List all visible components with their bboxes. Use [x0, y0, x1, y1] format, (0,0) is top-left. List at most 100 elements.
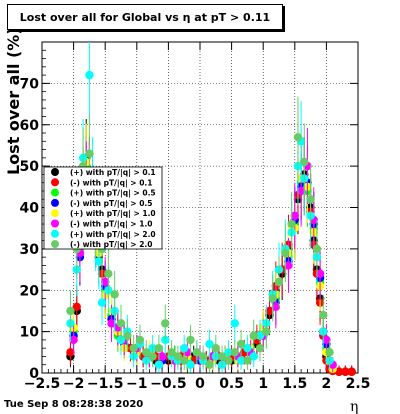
- y-tick-label: 0: [29, 366, 39, 382]
- data-point: [296, 186, 306, 196]
- data-point: [347, 367, 356, 376]
- legend-label: (+) with pT/|q| > 1.0: [70, 209, 156, 219]
- y-tick-labels: 0 10 20 30 40 50 60 70: [20, 76, 40, 382]
- data-point: [104, 269, 113, 278]
- data-point: [66, 306, 75, 316]
- data-point: [290, 211, 299, 220]
- data-point: [116, 319, 126, 328]
- data-point: [230, 319, 239, 328]
- x-tick-label: 1.5: [282, 376, 307, 392]
- data-point: [230, 348, 239, 357]
- data-point: [180, 356, 189, 365]
- legend-marker: [51, 240, 59, 249]
- data-point: [322, 335, 331, 345]
- data-point: [180, 343, 189, 353]
- data-point: [287, 219, 296, 229]
- data-point: [205, 339, 214, 349]
- legend-marker: [51, 168, 59, 176]
- data-point: [94, 257, 104, 266]
- y-tick-label: 40: [20, 201, 40, 217]
- data-point: [107, 319, 116, 328]
- legend-label: (-) with pT/|q| > 0.5: [70, 199, 152, 209]
- y-tick-label: 10: [20, 325, 40, 341]
- data-point: [236, 356, 246, 365]
- y-tick-label: 30: [20, 242, 40, 258]
- legend-marker: [51, 219, 59, 228]
- data-point: [268, 294, 277, 303]
- data-point: [135, 335, 145, 345]
- data-point: [312, 244, 322, 254]
- x-tick-label: 1: [258, 376, 268, 392]
- x-tick-label: −1.5: [87, 376, 124, 392]
- y-tick-label: 50: [20, 159, 40, 175]
- data-point: [284, 261, 293, 270]
- data-point: [186, 360, 195, 369]
- legend-label: (+) with pT/|q| > 2.0: [70, 230, 156, 240]
- data-point: [69, 335, 78, 345]
- legend-label: (+) with pT/|q| > 0.5: [70, 189, 156, 199]
- data-point: [224, 356, 233, 365]
- data-point: [129, 343, 138, 353]
- data-point: [123, 331, 132, 340]
- data-point: [66, 348, 75, 357]
- data-point: [315, 269, 325, 278]
- y-tick-label: 70: [20, 76, 40, 92]
- data-point: [341, 367, 350, 376]
- title-box: Lost over all for Global vs η at pT > 0.…: [7, 4, 283, 30]
- data-point: [110, 290, 119, 299]
- legend-label: (+) with pT/|q| > 0.1: [70, 168, 156, 178]
- data-point: [192, 348, 202, 357]
- data-point: [306, 195, 315, 204]
- legend-marker: [51, 198, 59, 207]
- legend-marker: [51, 229, 59, 238]
- data-point: [148, 352, 157, 361]
- data-point: [236, 339, 246, 349]
- legend-entries: (+) with pT/|q| > 0.1 (-) with pT/|q| > 0…: [51, 168, 156, 250]
- data-point: [334, 367, 344, 376]
- data-series: [66, 42, 356, 376]
- x-tick-label: 2: [322, 376, 332, 392]
- x-tick-labels: −2.5 −2 −1.5 −1 −0.5 0 0.5 1 1.5 2 2.5: [24, 376, 371, 392]
- data-point: [325, 348, 334, 357]
- series-lightgreen: [66, 96, 334, 373]
- data-point: [262, 327, 271, 336]
- data-point: [271, 302, 281, 311]
- data-point: [274, 277, 284, 287]
- data-point: [300, 157, 309, 167]
- x-tick-label: −0.5: [150, 376, 187, 392]
- x-tick-label: 2.5: [346, 376, 371, 392]
- data-point: [265, 306, 274, 316]
- data-point: [198, 352, 208, 361]
- timestamp: Tue Sep 8 08:28:38 2020: [4, 399, 144, 410]
- legend-box: [43, 166, 163, 250]
- data-point: [281, 248, 290, 258]
- y-tick-label: 20: [20, 283, 40, 299]
- data-point: [217, 352, 227, 361]
- y-axis-label: Lost over all (%): [4, 27, 23, 175]
- data-point: [243, 343, 252, 353]
- data-point: [243, 356, 252, 365]
- data-point: [255, 343, 265, 353]
- data-point: [205, 360, 214, 369]
- data-point: [85, 149, 94, 158]
- data-point: [72, 302, 81, 311]
- x-axis-label: η: [350, 399, 358, 414]
- data-point: [319, 310, 328, 320]
- data-point: [167, 348, 176, 357]
- x-tick-label: −2.5: [24, 376, 61, 392]
- data-point: [154, 360, 164, 369]
- x-tick-label: 0: [195, 376, 205, 392]
- legend-marker: [51, 178, 59, 187]
- data-point: [85, 70, 94, 80]
- data-point: [157, 352, 167, 361]
- data-point: [97, 298, 107, 307]
- data-point: [142, 348, 151, 357]
- legend: (+) with pT/|q| > 0.1 (-) with pT/|q| > 0…: [43, 166, 163, 250]
- legend-label: (-) with pT/|q| > 1.0: [70, 220, 152, 230]
- x-tick-label: −2: [63, 376, 84, 392]
- data-point: [186, 335, 195, 345]
- y-tick-label: 60: [20, 118, 40, 134]
- chart-title: Lost over all for Global vs η at pT > 0.…: [19, 11, 271, 24]
- legend-label: (-) with pT/|q| > 2.0: [70, 240, 152, 250]
